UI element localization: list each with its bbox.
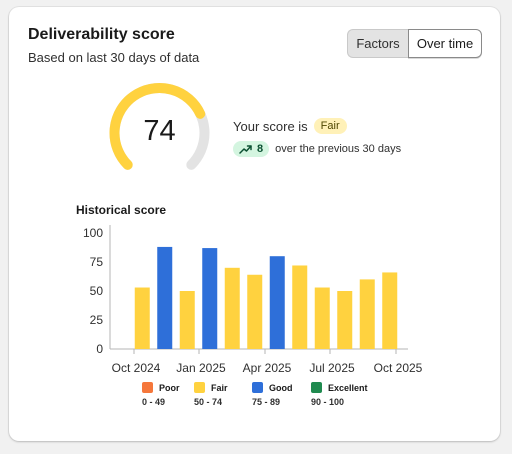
legend-good: Good 75 - 89 — [252, 382, 293, 407]
x-tick-label: Oct 2024 — [112, 361, 161, 375]
bar-aug-2025 — [337, 291, 353, 349]
x-tick-label: Apr 2025 — [243, 361, 292, 375]
bar-jun-2025 — [292, 265, 308, 349]
chart-title: Historical score — [76, 203, 167, 217]
legend-swatch-poor — [142, 382, 153, 393]
legend-fair: Fair 50 - 74 — [194, 382, 228, 407]
legend-excellent: Excellent 90 - 100 — [311, 382, 368, 407]
score-label: Your score is — [233, 118, 308, 134]
bar-nov-2024 — [134, 287, 150, 349]
score-value: 74 — [143, 115, 176, 147]
deliverability-card: Deliverability score Based on last 30 da… — [9, 7, 500, 441]
trend-text: over the previous 30 days — [275, 143, 402, 155]
bar-feb-2025 — [202, 248, 218, 349]
bar-dec-2024 — [157, 246, 173, 349]
x-tick-label: Jul 2025 — [309, 361, 355, 375]
bar-apr-2025 — [247, 274, 263, 349]
legend-label-poor: Poor — [159, 382, 180, 393]
legend-poor: Poor 0 - 49 — [142, 382, 180, 407]
score-gauge — [109, 83, 210, 170]
trend-badge: 8 — [233, 141, 270, 157]
bar-may-2025 — [269, 256, 285, 349]
legend-range-poor: 0 - 49 — [142, 397, 166, 407]
legend-range-good: 75 - 89 — [252, 397, 281, 407]
card-subtitle: Based on last 30 days of data — [28, 50, 200, 65]
y-tick-label: 0 — [96, 342, 103, 356]
x-tick-label: Oct 2025 — [374, 361, 423, 375]
over-time-button[interactable]: Over time — [408, 29, 482, 58]
x-tick-label: Jan 2025 — [176, 361, 226, 375]
y-tick-label: 100 — [83, 226, 103, 240]
legend-label-good: Good — [269, 382, 293, 393]
bar-mar-2025 — [224, 267, 240, 349]
legend-swatch-good — [252, 382, 263, 393]
trend-up-icon — [239, 145, 252, 154]
trend-value: 8 — [257, 143, 264, 155]
rating-badge: Fair — [313, 118, 347, 134]
legend-range-excellent: 90 - 100 — [311, 397, 345, 407]
bar-oct-2025 — [382, 272, 398, 349]
legend-label-excellent: Excellent — [328, 382, 368, 393]
score-summary: Your score is Fair — [233, 118, 347, 134]
factors-button[interactable]: Factors — [347, 29, 408, 58]
bar-sep-2025 — [359, 279, 375, 349]
bar-jan-2025 — [179, 291, 195, 349]
card-title: Deliverability score — [28, 26, 175, 43]
legend-swatch-fair — [194, 382, 205, 393]
legend-swatch-excellent — [311, 382, 322, 393]
y-tick-label: 25 — [90, 313, 104, 327]
score-trend: 8 over the previous 30 days — [233, 141, 401, 157]
y-tick-label: 75 — [90, 255, 104, 269]
view-toggle: Factors Over time — [347, 29, 482, 58]
legend-range-fair: 50 - 74 — [194, 397, 223, 407]
legend-label-fair: Fair — [211, 382, 228, 393]
y-tick-label: 50 — [90, 284, 104, 298]
bar-jul-2025 — [314, 287, 330, 349]
gauge-fill — [109, 83, 206, 170]
historical-score-chart: 0 25 50 75 100 Oct 2024 Jan 2025 Apr 2025 Jul 20… — [83, 225, 423, 375]
